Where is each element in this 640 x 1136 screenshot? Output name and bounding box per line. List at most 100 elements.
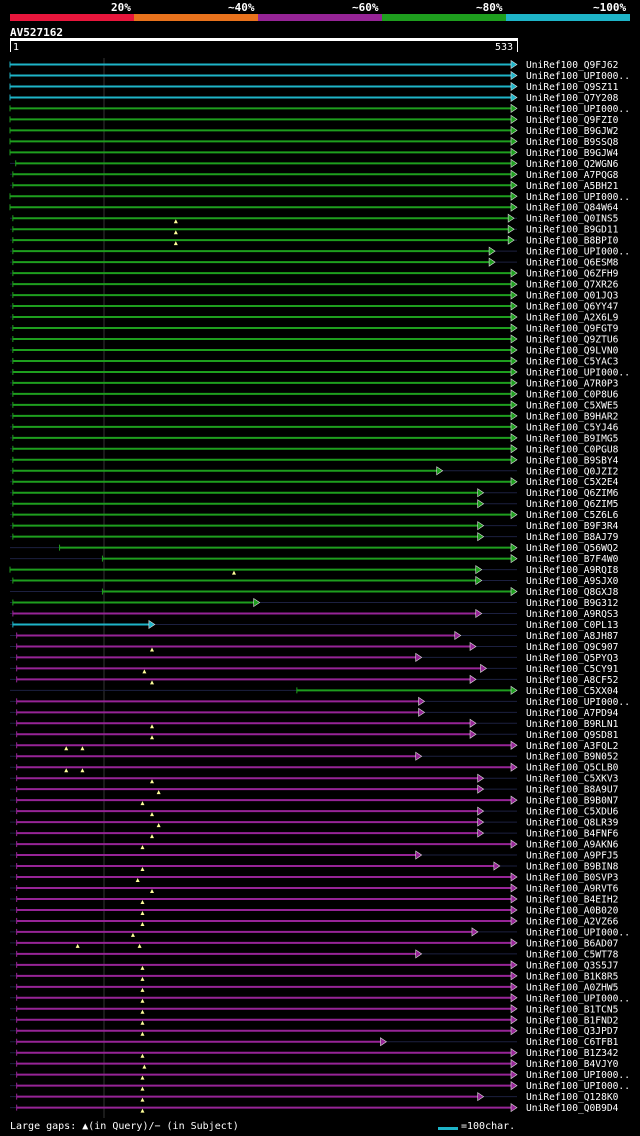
hit-row[interactable]: UniRef100_Q0B9D4 [10, 1103, 619, 1114]
hit-row[interactable]: UniRef100_C5Z6L6 [10, 510, 619, 521]
hit-row[interactable]: UniRef100_C0P8U6 [10, 389, 619, 400]
hit-row[interactable]: UniRef100_A9RVT6 [10, 883, 619, 895]
hit-row[interactable]: UniRef100_UPI000.. [10, 246, 630, 258]
hit-row[interactable]: UniRef100_A9SJX0 [10, 575, 619, 587]
hit-row[interactable]: UniRef100_Q0INS5 [10, 213, 618, 225]
hit-end-arrow [510, 1059, 518, 1069]
hit-row[interactable]: UniRef100_UPI000.. [9, 70, 630, 82]
hit-row[interactable]: UniRef100_B9RLN1 [10, 718, 619, 730]
hit-row[interactable]: UniRef100_A8CF52 [10, 674, 618, 686]
hit-row[interactable]: UniRef100_Q9FGT9 [10, 323, 619, 335]
hit-row[interactable]: UniRef100_Q8LR39 [10, 817, 619, 829]
hit-row[interactable]: UniRef100_B9BIN8 [10, 861, 619, 873]
hit-row[interactable]: UniRef100_A7PD94 [10, 707, 619, 719]
hit-row[interactable]: UniRef100_A0B020 [10, 905, 619, 916]
query-gap-marker [140, 801, 145, 806]
hit-row[interactable]: UniRef100_B9N052 [10, 751, 618, 763]
hit-row[interactable]: UniRef100_Q01JQ3 [10, 290, 619, 302]
hit-row[interactable]: UniRef100_UPI000.. [10, 696, 630, 708]
hit-row[interactable]: UniRef100_C5XKV3 [10, 773, 619, 785]
hit-row[interactable]: UniRef100_C5XX04 [10, 685, 619, 697]
hit-row[interactable]: UniRef100_B9SSQ8 [9, 136, 619, 148]
hit-row[interactable]: UniRef100_B8BPI0 [10, 235, 619, 247]
hit-row[interactable]: UniRef100_Q5CLB0 [10, 762, 619, 774]
hit-row[interactable]: UniRef100_Q9LVN0 [10, 345, 619, 356]
hit-row[interactable]: UniRef100_Q5PYQ3 [10, 652, 619, 664]
hit-row[interactable]: UniRef100_B9SBY4 [10, 455, 619, 466]
hit-row[interactable]: UniRef100_A0ZHW5 [10, 982, 618, 993]
hit-row[interactable]: UniRef100_Q9SD81 [10, 729, 619, 741]
hit-row[interactable]: UniRef100_A8JH87 [10, 630, 619, 642]
hit-row[interactable]: UniRef100_A9PFJ5 [10, 850, 618, 862]
hit-row[interactable]: UniRef100_C5WT78 [10, 949, 619, 960]
hit-row[interactable]: UniRef100_UPI000.. [10, 1081, 630, 1092]
hit-row[interactable]: UniRef100_Q9SZ11 [9, 81, 619, 93]
hit-row[interactable]: UniRef100_B6AD07 [10, 938, 619, 949]
hit-row[interactable]: UniRef100_Q3JPD7 [10, 1026, 619, 1037]
hit-row[interactable]: UniRef100_B1K8R5 [10, 971, 618, 982]
hit-row[interactable]: UniRef100_C0PGU8 [10, 444, 619, 455]
hit-end-arrow [510, 378, 518, 388]
hit-row[interactable]: UniRef100_B9IMG5 [10, 433, 618, 444]
hit-row[interactable]: UniRef100_A9RQI8 [9, 565, 619, 576]
hit-label: UniRef100_B0SVP3 [526, 873, 619, 884]
hit-row[interactable]: UniRef100_Q6ZIM6 [10, 488, 619, 499]
hit-row[interactable]: UniRef100_B9GJW4 [9, 147, 619, 159]
hit-row[interactable]: UniRef100_A3FQL2 [10, 740, 618, 752]
hit-row[interactable]: UniRef100_A7PQG8 [10, 169, 619, 181]
hit-row[interactable]: UniRef100_B1TCN5 [10, 1004, 618, 1015]
hit-row[interactable]: UniRef100_Q84W64 [9, 202, 619, 214]
hit-row[interactable]: UniRef100_Q0JZI2 [10, 466, 618, 477]
hit-row[interactable]: UniRef100_Q7XR26 [10, 279, 619, 291]
hit-row[interactable]: UniRef100_A5BH21 [10, 180, 619, 192]
hit-row[interactable]: UniRef100_Q2WGN6 [10, 158, 619, 170]
hit-row[interactable]: UniRef100_C5XDU6 [10, 806, 619, 818]
hit-row[interactable]: UniRef100_Q128K0 [10, 1092, 619, 1103]
hit-row[interactable]: UniRef100_UPI000.. [10, 1070, 630, 1081]
hit-row[interactable]: UniRef100_UPI000.. [9, 191, 630, 203]
hit-row[interactable]: UniRef100_A9RQS3 [10, 608, 619, 620]
hit-row[interactable]: UniRef100_Q6ZFH9 [10, 268, 619, 280]
hit-row[interactable]: UniRef100_B9F3R4 [10, 521, 619, 532]
hit-row[interactable]: UniRef100_C5YAC3 [10, 356, 619, 367]
hit-row[interactable]: UniRef100_UPI000.. [10, 367, 630, 378]
hit-row[interactable]: UniRef100_A7R0P3 [10, 378, 619, 389]
hit-row[interactable]: UniRef100_UPI000.. [10, 927, 630, 938]
hit-row[interactable]: UniRef100_UPI000.. [10, 993, 630, 1004]
hit-row[interactable]: UniRef100_B0SVP3 [10, 872, 619, 884]
hit-row[interactable]: UniRef100_A2X6L9 [10, 312, 619, 324]
hit-row[interactable]: UniRef100_C5CY91 [10, 663, 619, 675]
hit-row[interactable]: UniRef100_B8A9U7 [10, 784, 619, 796]
hit-row[interactable]: UniRef100_Q6ESM8 [10, 257, 619, 269]
hit-row[interactable]: UniRef100_C6TFB1 [10, 1037, 619, 1048]
hit-row[interactable]: UniRef100_B1FND2 [10, 1015, 618, 1026]
hit-row[interactable]: UniRef100_UPI000.. [9, 103, 630, 115]
hit-row[interactable]: UniRef100_Q9ZTU6 [10, 334, 619, 346]
hit-row[interactable]: UniRef100_A2VZ66 [10, 916, 619, 927]
hit-row[interactable]: UniRef100_B4VJY0 [10, 1059, 619, 1070]
hit-row[interactable]: UniRef100_Q9C907 [10, 641, 619, 653]
hit-row[interactable]: UniRef100_Q7Y208 [9, 92, 619, 104]
hit-row[interactable]: UniRef100_Q9FZI0 [9, 114, 619, 126]
hit-row[interactable]: UniRef100_Q3S5J7 [10, 960, 619, 971]
hit-row[interactable]: UniRef100_Q56WQ2 [10, 543, 618, 554]
hit-row[interactable]: UniRef100_B1Z342 [10, 1048, 618, 1059]
hit-row[interactable]: UniRef100_C5X2E4 [10, 477, 619, 488]
hit-row[interactable]: UniRef100_B4FNF6 [10, 828, 619, 840]
hit-row[interactable]: UniRef100_B9HAR2 [10, 411, 618, 422]
hit-row[interactable]: UniRef100_Q6ZIM5 [10, 499, 618, 510]
hit-row[interactable]: UniRef100_B9G312 [10, 597, 618, 609]
hit-row[interactable]: UniRef100_B8AJ79 [10, 532, 619, 543]
hit-row[interactable]: UniRef100_A9AKN6 [10, 839, 619, 851]
hit-row[interactable]: UniRef100_Q6YY47 [10, 301, 619, 313]
hit-row[interactable]: UniRef100_Q9FJ62 [9, 59, 618, 71]
hit-row[interactable]: UniRef100_C0PL13 [10, 619, 619, 631]
hit-row[interactable]: UniRef100_B4EIH2 [10, 894, 618, 905]
hit-row[interactable]: UniRef100_C5YJ46 [10, 422, 619, 433]
hit-row[interactable]: UniRef100_B9B0N7 [10, 795, 619, 807]
hit-row[interactable]: UniRef100_B7F4W0 [10, 554, 619, 565]
hit-row[interactable]: UniRef100_B9GJW2 [9, 125, 618, 137]
hit-row[interactable]: UniRef100_Q8GXJ8 [10, 586, 619, 598]
hit-row[interactable]: UniRef100_B9GD11 [10, 224, 619, 236]
hit-row[interactable]: UniRef100_C5XWE5 [10, 400, 618, 411]
